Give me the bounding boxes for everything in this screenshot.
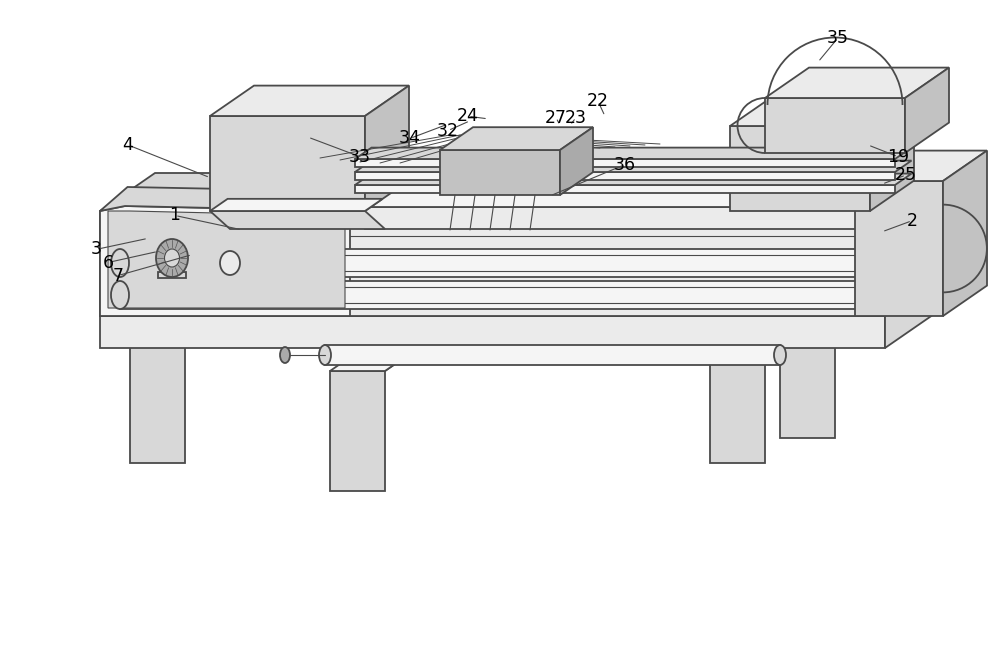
Ellipse shape xyxy=(111,249,129,277)
Polygon shape xyxy=(325,345,780,365)
Text: 35: 35 xyxy=(827,29,849,47)
Polygon shape xyxy=(385,333,440,371)
Ellipse shape xyxy=(111,281,129,309)
Text: 32: 32 xyxy=(437,121,459,140)
Polygon shape xyxy=(355,159,895,167)
Polygon shape xyxy=(210,211,385,229)
Polygon shape xyxy=(440,127,593,150)
Text: 6: 6 xyxy=(102,253,114,272)
Polygon shape xyxy=(765,98,905,153)
Polygon shape xyxy=(130,305,240,343)
Polygon shape xyxy=(885,278,940,348)
Polygon shape xyxy=(330,333,440,371)
Polygon shape xyxy=(730,126,870,211)
Polygon shape xyxy=(835,280,890,318)
Polygon shape xyxy=(365,188,902,207)
Ellipse shape xyxy=(876,249,894,277)
Ellipse shape xyxy=(156,239,188,277)
Text: 7: 7 xyxy=(112,266,124,285)
Polygon shape xyxy=(355,148,911,159)
Ellipse shape xyxy=(319,345,331,365)
Polygon shape xyxy=(210,116,365,211)
Polygon shape xyxy=(885,173,940,316)
Text: 2: 2 xyxy=(907,212,918,230)
Polygon shape xyxy=(100,173,940,211)
Polygon shape xyxy=(100,187,378,211)
Polygon shape xyxy=(100,278,940,316)
Polygon shape xyxy=(100,211,885,316)
Polygon shape xyxy=(710,305,820,343)
Text: 36: 36 xyxy=(614,155,636,174)
Polygon shape xyxy=(780,280,890,318)
Polygon shape xyxy=(355,161,911,172)
Polygon shape xyxy=(158,272,186,278)
Text: 33: 33 xyxy=(349,148,371,166)
Text: 24: 24 xyxy=(457,107,479,125)
Polygon shape xyxy=(185,305,240,343)
Text: 19: 19 xyxy=(887,148,909,166)
Polygon shape xyxy=(855,181,943,316)
Ellipse shape xyxy=(774,345,786,365)
Polygon shape xyxy=(130,343,185,463)
Ellipse shape xyxy=(280,347,290,363)
Polygon shape xyxy=(905,68,949,153)
Polygon shape xyxy=(765,305,820,343)
Text: 25: 25 xyxy=(895,166,917,184)
Polygon shape xyxy=(943,151,987,316)
Polygon shape xyxy=(120,281,885,309)
Text: 4: 4 xyxy=(123,136,133,154)
Text: 27: 27 xyxy=(545,108,567,127)
Text: 1: 1 xyxy=(170,206,180,225)
Polygon shape xyxy=(780,318,835,438)
Polygon shape xyxy=(730,95,914,126)
Text: 34: 34 xyxy=(399,129,421,148)
Polygon shape xyxy=(765,68,949,98)
Text: 23: 23 xyxy=(565,108,587,127)
Ellipse shape xyxy=(876,281,894,309)
Polygon shape xyxy=(355,185,895,193)
Polygon shape xyxy=(120,249,885,277)
Ellipse shape xyxy=(164,249,180,267)
Polygon shape xyxy=(710,343,765,463)
Polygon shape xyxy=(108,211,345,308)
Polygon shape xyxy=(440,150,560,195)
Polygon shape xyxy=(365,86,409,211)
Polygon shape xyxy=(355,174,911,185)
Polygon shape xyxy=(870,95,914,211)
Text: 22: 22 xyxy=(587,92,609,110)
Polygon shape xyxy=(100,316,885,348)
Polygon shape xyxy=(210,199,383,211)
Polygon shape xyxy=(210,86,409,116)
Ellipse shape xyxy=(220,251,240,275)
Polygon shape xyxy=(355,172,895,180)
Polygon shape xyxy=(855,151,987,181)
Polygon shape xyxy=(560,127,593,195)
Polygon shape xyxy=(365,207,875,229)
Text: 3: 3 xyxy=(90,240,102,259)
Polygon shape xyxy=(100,206,350,316)
Polygon shape xyxy=(330,371,385,491)
